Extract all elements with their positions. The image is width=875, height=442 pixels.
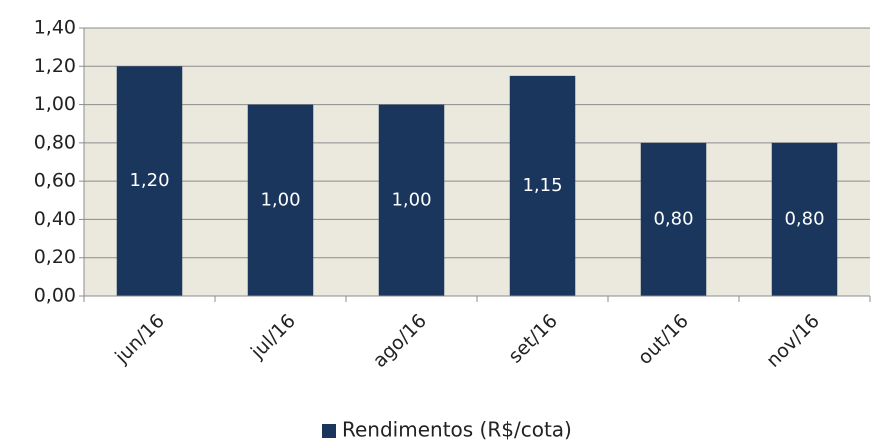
x-tick-label: jul/16 [246, 310, 300, 364]
x-tick-label: nov/16 [762, 310, 824, 372]
data-label: 1,00 [260, 189, 300, 210]
data-label: 0,80 [653, 208, 693, 229]
x-tick-label: ago/16 [369, 310, 431, 372]
data-label: 1,00 [391, 189, 431, 210]
y-tick-label: 0,40 [34, 208, 76, 230]
legend-swatch [322, 424, 336, 438]
y-tick-label: 1,40 [34, 17, 76, 39]
bar [247, 104, 314, 296]
x-tick-label: set/16 [504, 310, 562, 368]
bar [116, 66, 183, 297]
data-label: 0,80 [784, 208, 824, 229]
y-tick-label: 1,00 [34, 93, 76, 115]
legend-label: Rendimentos (R$/cota) [342, 418, 572, 442]
y-tick-label: 0,60 [34, 170, 76, 192]
x-tick-label: out/16 [634, 310, 693, 369]
y-tick-label: 0,80 [34, 131, 76, 153]
bar [640, 142, 707, 296]
bar [771, 142, 838, 296]
plot-area [84, 28, 870, 296]
bar [378, 104, 445, 296]
y-tick-label: 0,00 [34, 285, 76, 307]
y-tick-label: 0,20 [34, 246, 76, 268]
bar [509, 75, 576, 296]
data-label: 1,15 [522, 175, 562, 196]
data-label: 1,20 [129, 170, 169, 191]
x-tick-label: jun/16 [110, 310, 169, 369]
y-tick-label: 1,20 [34, 55, 76, 77]
